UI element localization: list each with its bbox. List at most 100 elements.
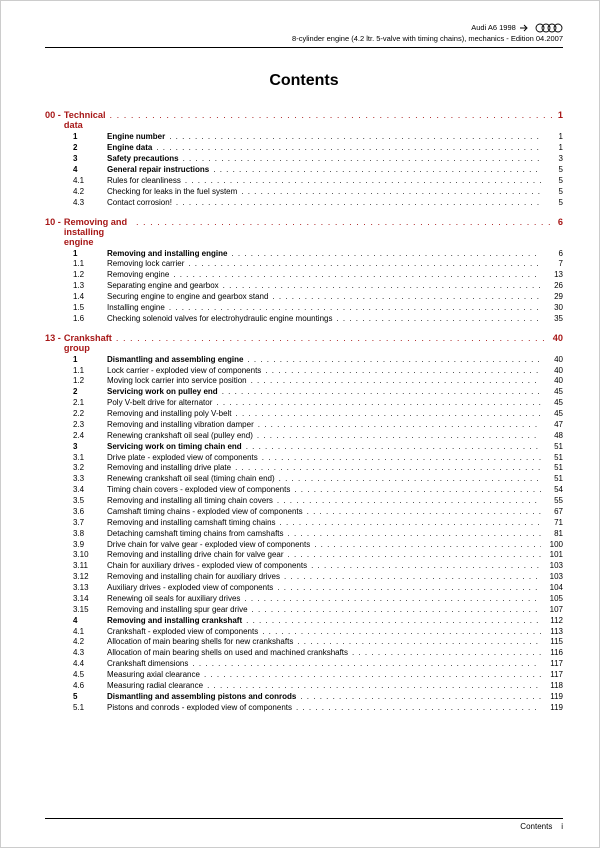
toc-entry[interactable]: 3.4Timing chain covers - exploded view o… [73,485,563,496]
section-heading[interactable]: 13 -Crankshaft group . . . . . . . . . .… [45,333,563,353]
toc-entry[interactable]: 2.1Poly V-belt drive for alternator . . … [73,398,563,409]
toc-entry[interactable]: 3Servicing work on timing chain end . . … [73,442,563,453]
toc-entry-number: 4.5 [73,670,107,681]
section-heading[interactable]: 00 -Technical data . . . . . . . . . . .… [45,110,563,130]
toc-dots: . . . . . . . . . . . . . . . . . . . . … [116,333,549,343]
toc-entry[interactable]: 3.14Renewing oil seals for auxiliary dri… [73,594,563,605]
toc-entry[interactable]: 4.4Crankshaft dimensions . . . . . . . .… [73,659,563,670]
toc-entry[interactable]: 4.6Measuring radial clearance . . . . . … [73,681,563,692]
section-block: 1Dismantling and assembling engine . . .… [73,355,563,714]
toc-entry[interactable]: 4.3Allocation of main bearing shells on … [73,648,563,659]
toc-entry-number: 1.1 [73,259,107,270]
toc-entry-page: 5 [545,187,563,198]
toc-entry-number: 3.14 [73,594,107,605]
toc-entry[interactable]: 3.12Removing and installing chain for au… [73,572,563,583]
toc-entry-number: 3.9 [73,540,107,551]
toc-entry-page: 101 [545,550,563,561]
footer-label: Contents [520,822,552,831]
toc-entry-title: Renewing oil seals for auxiliary drives [107,594,240,605]
toc-entry-page: 107 [545,605,563,616]
toc-entry-page: 119 [545,703,563,714]
toc-entry-page: 40 [545,355,563,366]
toc-dots: . . . . . . . . . . . . . . . . . . . . … [294,485,541,496]
toc-dots: . . . . . . . . . . . . . . . . . . . . … [173,270,541,281]
toc-entry[interactable]: 3.6Camshaft timing chains - exploded vie… [73,507,563,518]
toc-entry-number: 3.5 [73,496,107,507]
toc-entry[interactable]: 4.1Crankshaft - exploded view of compone… [73,627,563,638]
toc-entry[interactable]: 3.2Removing and installing drive plate .… [73,463,563,474]
toc-entry-title: Crankshaft - exploded view of components [107,627,258,638]
toc-entry-number: 4.6 [73,681,107,692]
toc-dots: . . . . . . . . . . . . . . . . . . . . … [247,355,541,366]
toc-dots: . . . . . . . . . . . . . . . . . . . . … [156,143,541,154]
toc-entry-page: 35 [545,314,563,325]
toc-entry-title: Poly V-belt drive for alternator [107,398,212,409]
toc-entry[interactable]: 4.3Contact corrosion! . . . . . . . . . … [73,198,563,209]
toc-entry[interactable]: 1.5Installing engine . . . . . . . . . .… [73,303,563,314]
toc-entry[interactable]: 1.3Separating engine and gearbox . . . .… [73,281,563,292]
toc-entry[interactable]: 1Removing and installing engine . . . . … [73,249,563,260]
header-subtitle: 8-cylinder engine (4.2 ltr. 5-valve with… [45,34,563,43]
toc-entry[interactable]: 1.1Removing lock carrier . . . . . . . .… [73,259,563,270]
toc-entry-page: 67 [545,507,563,518]
toc-entry[interactable]: 5.1Pistons and conrods - exploded view o… [73,703,563,714]
toc-entry[interactable]: 3.15Removing and installing spur gear dr… [73,605,563,616]
toc-dots: . . . . . . . . . . . . . . . . . . . . … [207,681,541,692]
toc-entry[interactable]: 4.5Measuring axial clearance . . . . . .… [73,670,563,681]
toc-entry[interactable]: 2.4Renewing crankshaft oil seal (pulley … [73,431,563,442]
toc-entry[interactable]: 2Engine data . . . . . . . . . . . . . .… [73,143,563,154]
toc-entry[interactable]: 4Removing and installing crankshaft . . … [73,616,563,627]
section-title: Removing and installing engine [64,217,132,247]
toc-dots: . . . . . . . . . . . . . . . . . . . . … [262,627,541,638]
toc-entry-page: 51 [545,474,563,485]
toc-entry[interactable]: 3.8Detaching camshaft timing chains from… [73,529,563,540]
toc-entry[interactable]: 3.3Renewing crankshaft oil seal (timing … [73,474,563,485]
toc-entry[interactable]: 3Safety precautions . . . . . . . . . . … [73,154,563,165]
toc-entry-page: 115 [545,637,563,648]
toc-dots: . . . . . . . . . . . . . . . . . . . . … [352,648,541,659]
header-rule [45,47,563,48]
toc-entry[interactable]: 1.1Lock carrier - exploded view of compo… [73,366,563,377]
manual-page: Audi A6 1998 8-cylinder engine (4.2 ltr.… [0,0,600,848]
toc-entry-page: 117 [545,670,563,681]
toc-entry[interactable]: 1.6Checking solenoid valves for electroh… [73,314,563,325]
toc-entry[interactable]: 2.3Removing and installing vibration dam… [73,420,563,431]
footer-text: Contents i [45,822,563,831]
toc-entry[interactable]: 1Dismantling and assembling engine . . .… [73,355,563,366]
toc-dots: . . . . . . . . . . . . . . . . . . . . … [297,637,541,648]
toc-entry[interactable]: 1.4Securing engine to engine and gearbox… [73,292,563,303]
toc-dots: . . . . . . . . . . . . . . . . . . . . … [257,431,541,442]
toc-entry[interactable]: 3.11Chain for auxiliary drives - explode… [73,561,563,572]
toc-entry-title: Servicing work on pulley end [107,387,218,398]
toc-dots: . . . . . . . . . . . . . . . . . . . . … [169,303,541,314]
toc-entry[interactable]: 1.2Moving lock carrier into service posi… [73,376,563,387]
audi-rings-icon [535,23,563,33]
toc-entry[interactable]: 4.1Rules for cleanliness . . . . . . . .… [73,176,563,187]
toc-entry[interactable]: 1.2Removing engine . . . . . . . . . . .… [73,270,563,281]
toc-entry[interactable]: 3.10Removing and installing drive chain … [73,550,563,561]
toc-entry[interactable]: 4General repair instructions . . . . . .… [73,165,563,176]
toc-entry-page: 51 [545,453,563,464]
toc-entry-title: Removing and installing chain for auxili… [107,572,280,583]
toc-entry[interactable]: 3.1Drive plate - exploded view of compon… [73,453,563,464]
toc-entry[interactable]: 1Engine number . . . . . . . . . . . . .… [73,132,563,143]
toc-dots: . . . . . . . . . . . . . . . . . . . . … [307,507,541,518]
toc-entry[interactable]: 3.9Drive chain for valve gear - exploded… [73,540,563,551]
toc-dots: . . . . . . . . . . . . . . . . . . . . … [277,496,541,507]
toc-entry-number: 4.2 [73,637,107,648]
toc-dots: . . . . . . . . . . . . . . . . . . . . … [258,420,541,431]
section-heading[interactable]: 10 -Removing and installing engine . . .… [45,217,563,247]
toc-entry[interactable]: 2Servicing work on pulley end . . . . . … [73,387,563,398]
toc-entry[interactable]: 3.13Auxiliary drives - exploded view of … [73,583,563,594]
toc-entry-page: 1 [545,143,563,154]
toc-entry[interactable]: 2.2Removing and installing poly V-belt .… [73,409,563,420]
toc-entry-page: 5 [545,198,563,209]
toc-entry-title: Removing and installing vibration damper [107,420,254,431]
toc-entry[interactable]: 3.5Removing and installing all timing ch… [73,496,563,507]
toc-dots: . . . . . . . . . . . . . . . . . . . . … [284,572,541,583]
toc-entry[interactable]: 3.7Removing and installing camshaft timi… [73,518,563,529]
toc-entry[interactable]: 5Dismantling and assembling pistons and … [73,692,563,703]
toc-entry-title: Drive plate - exploded view of component… [107,453,258,464]
toc-entry[interactable]: 4.2Allocation of main bearing shells for… [73,637,563,648]
toc-entry[interactable]: 4.2Checking for leaks in the fuel system… [73,187,563,198]
